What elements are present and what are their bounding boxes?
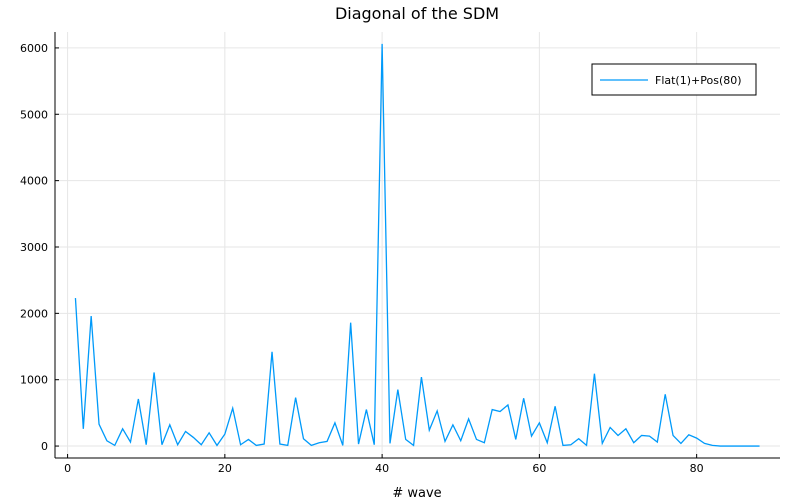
- x-tick-label: 20: [218, 462, 232, 475]
- y-tick-label: 5000: [20, 108, 48, 121]
- y-tick-label: 1000: [20, 374, 48, 387]
- x-tick-label: 0: [64, 462, 71, 475]
- y-tick-label: 4000: [20, 175, 48, 188]
- x-axis-label: # wave: [392, 486, 441, 500]
- ticks: 0 20 40 60 80 0 1000 2000 3000 4000 5000 6000: [20, 42, 704, 475]
- series-layer: [74, 43, 760, 447]
- x-tick-label: 40: [375, 462, 389, 475]
- axes: [54, 32, 780, 459]
- y-tick-label: 3000: [20, 241, 48, 254]
- grid: [55, 32, 780, 458]
- legend-label: Flat(1)+Pos(80): [655, 74, 742, 87]
- y-tick-label: 0: [41, 440, 48, 453]
- x-tick-label: 80: [690, 462, 704, 475]
- x-tick-label: 60: [532, 462, 546, 475]
- series-line: [74, 43, 760, 447]
- y-tick-label: 2000: [20, 307, 48, 320]
- chart-title: Diagonal of the SDM: [335, 4, 499, 23]
- y-tick-label: 6000: [20, 42, 48, 55]
- legend: Flat(1)+Pos(80): [591, 63, 757, 96]
